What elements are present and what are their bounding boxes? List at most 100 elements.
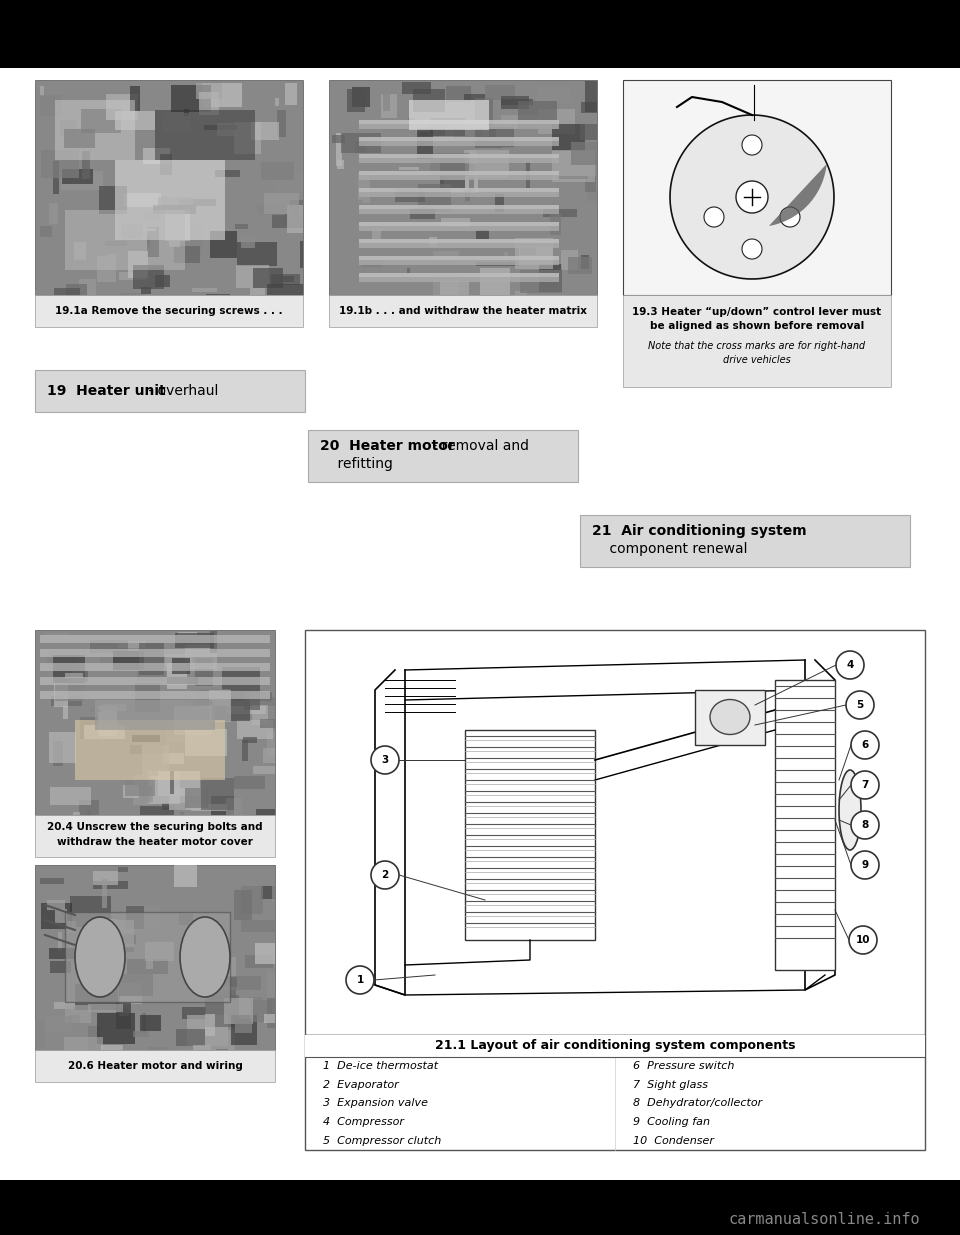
Bar xyxy=(180,199,216,205)
Bar xyxy=(165,210,190,241)
Bar xyxy=(359,240,559,243)
Bar xyxy=(441,156,466,188)
Bar xyxy=(167,663,187,689)
Bar xyxy=(204,926,221,957)
Bar xyxy=(285,83,298,105)
Bar xyxy=(84,725,125,739)
Text: 21  Air conditioning system: 21 Air conditioning system xyxy=(592,524,806,538)
Text: -: - xyxy=(781,524,790,538)
Text: refitting: refitting xyxy=(320,457,393,471)
Bar xyxy=(155,275,170,287)
Bar xyxy=(90,640,128,653)
Bar xyxy=(501,115,540,125)
Bar xyxy=(359,137,559,146)
Bar xyxy=(55,100,135,161)
Bar xyxy=(359,120,559,124)
Bar xyxy=(454,124,483,141)
Bar xyxy=(227,798,242,815)
Bar xyxy=(264,1014,275,1023)
Bar xyxy=(581,256,589,269)
Bar xyxy=(210,631,217,653)
Bar xyxy=(53,655,85,683)
Bar xyxy=(50,787,91,805)
Bar xyxy=(140,1015,160,1031)
Bar xyxy=(331,135,345,142)
Bar xyxy=(261,885,275,899)
Bar xyxy=(234,889,252,920)
Bar xyxy=(275,99,279,106)
Bar xyxy=(169,788,207,810)
Bar xyxy=(489,128,496,138)
Bar xyxy=(36,290,53,295)
Bar xyxy=(194,1030,235,1050)
Bar xyxy=(267,731,275,756)
Bar xyxy=(504,252,508,262)
Bar xyxy=(359,273,559,277)
Bar xyxy=(35,864,275,1050)
Bar xyxy=(233,692,273,700)
Bar xyxy=(252,268,283,288)
Bar xyxy=(480,268,510,295)
Bar xyxy=(237,720,273,739)
Bar xyxy=(543,210,577,217)
Bar xyxy=(76,983,118,1010)
Bar xyxy=(550,214,561,235)
Polygon shape xyxy=(851,811,879,839)
Bar xyxy=(88,1026,100,1050)
Bar xyxy=(120,227,156,231)
Text: 9: 9 xyxy=(861,860,869,869)
Bar xyxy=(172,658,190,674)
Bar xyxy=(469,149,510,178)
Bar xyxy=(123,194,161,207)
Bar xyxy=(36,1021,44,1046)
Bar xyxy=(580,515,910,567)
Bar xyxy=(245,955,273,968)
Bar xyxy=(180,811,184,815)
Bar xyxy=(222,667,259,699)
Bar xyxy=(160,154,172,175)
Polygon shape xyxy=(704,207,724,227)
Bar xyxy=(147,212,158,219)
Bar xyxy=(116,740,120,762)
Text: 20  Heater motor: 20 Heater motor xyxy=(320,438,455,453)
Bar xyxy=(540,263,563,291)
Bar xyxy=(217,122,237,136)
Bar xyxy=(55,288,80,295)
Bar xyxy=(58,931,62,951)
Bar xyxy=(381,94,396,117)
Bar xyxy=(571,142,597,165)
Bar xyxy=(99,274,125,278)
Bar xyxy=(196,934,206,947)
Text: carmanualsonline.info: carmanualsonline.info xyxy=(729,1213,920,1228)
Bar xyxy=(224,998,252,1025)
Bar xyxy=(230,1015,257,1045)
Bar xyxy=(409,100,489,130)
Bar xyxy=(45,1015,72,1032)
Bar xyxy=(185,788,208,808)
Bar xyxy=(102,879,107,908)
Polygon shape xyxy=(371,746,399,774)
Bar xyxy=(192,289,217,291)
Bar xyxy=(418,124,445,136)
Bar xyxy=(272,1013,275,1023)
Bar xyxy=(171,85,211,112)
Bar xyxy=(242,740,248,761)
Text: 7: 7 xyxy=(861,781,869,790)
Bar xyxy=(145,942,174,961)
Bar xyxy=(476,262,518,267)
Bar xyxy=(433,279,459,295)
Bar xyxy=(359,240,559,248)
Bar xyxy=(147,235,150,247)
Bar xyxy=(329,295,597,327)
Bar xyxy=(518,247,553,266)
Bar xyxy=(202,84,242,107)
Bar xyxy=(177,1029,205,1046)
Bar xyxy=(395,189,424,201)
Text: 1  De-ice thermostat: 1 De-ice thermostat xyxy=(323,1061,438,1071)
Bar xyxy=(445,85,470,101)
Bar xyxy=(118,641,146,647)
Bar xyxy=(97,253,116,283)
Bar xyxy=(359,256,559,266)
Bar xyxy=(433,251,459,258)
Bar xyxy=(53,741,62,766)
